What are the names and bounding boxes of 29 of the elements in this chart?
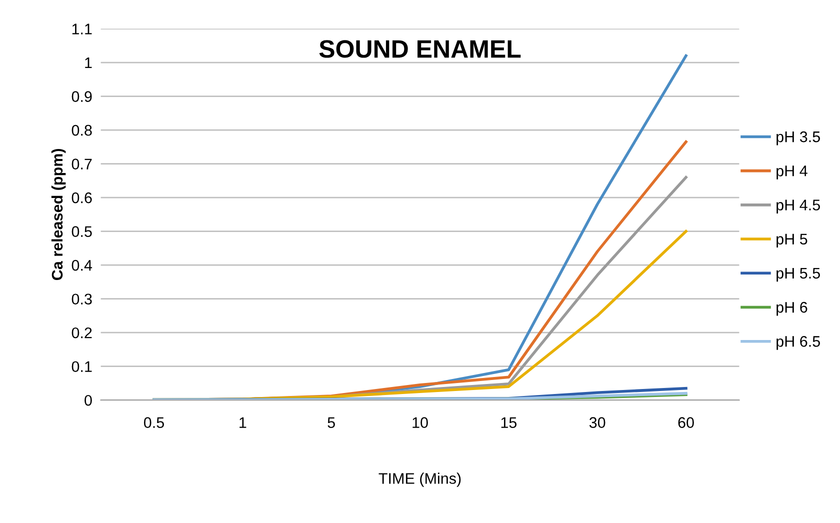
y-tick-label: 0.2 xyxy=(72,327,92,338)
x-tick-label: 60 xyxy=(678,417,694,428)
y-tick-label: 0.9 xyxy=(72,91,92,102)
y-tick-label: 0.6 xyxy=(72,192,92,204)
legend-label: pH 5 xyxy=(776,234,808,248)
legend-label: pH 3.5 xyxy=(776,131,820,146)
legend-label: pH 4.5 xyxy=(776,200,820,214)
y-tick-label: 0.5 xyxy=(72,226,92,237)
y-tick-label: 0.3 xyxy=(72,294,92,305)
y-tick-label: 1.1 xyxy=(72,24,92,34)
x-tick-label: 10 xyxy=(412,417,428,428)
y-tick-label: 1 xyxy=(85,58,92,68)
x-axis-title: TIME (Mins) xyxy=(378,472,461,487)
y-tick-label: 0.7 xyxy=(72,158,92,170)
y-tick-label: 0.4 xyxy=(72,260,92,271)
y-tick-label: 0.8 xyxy=(72,124,92,136)
legend-label: pH 4 xyxy=(776,166,808,180)
legend-label: pH 5.5 xyxy=(776,268,820,282)
x-tick-label: 5 xyxy=(328,417,335,428)
y-axis-title: Ca released (ppm) xyxy=(51,148,66,280)
legend-label: pH 6.5 xyxy=(776,336,820,350)
x-tick-label: 30 xyxy=(589,417,606,428)
legend-label: pH 6 xyxy=(776,302,808,316)
x-tick-label: 1 xyxy=(240,417,246,428)
y-tick-label: 0.1 xyxy=(72,361,92,372)
chart-title: SOUND ENAMEL xyxy=(319,40,521,58)
x-tick-label: 0.5 xyxy=(144,417,164,428)
y-tick-label: 0 xyxy=(84,394,92,406)
x-tick-label: 15 xyxy=(501,417,517,428)
